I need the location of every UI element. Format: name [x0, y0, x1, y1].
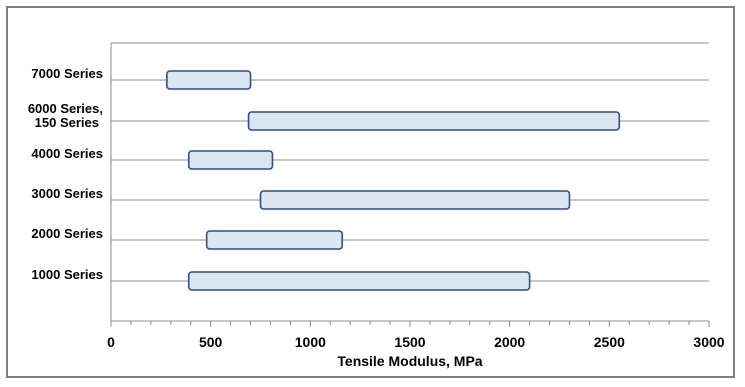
category-label: 6000 Series, 150 Series: [28, 101, 103, 130]
category-label: 7000 Series: [31, 66, 103, 81]
category-label: 1000 Series: [31, 267, 103, 282]
range-bar: [187, 150, 274, 170]
range-bar: [205, 230, 344, 250]
range-bar: [259, 190, 571, 210]
x-axis-title: Tensile Modulus, MPa: [337, 353, 482, 369]
x-tick-label: 2500: [594, 334, 625, 350]
x-axis: 0 500 1000 1500 2000 2500 3000: [107, 43, 725, 350]
category-label: 3000 Series: [31, 186, 103, 201]
x-tick-label: 1500: [394, 334, 425, 350]
range-bar: [166, 70, 252, 90]
range-bar: [247, 111, 621, 131]
x-tick-label: 2000: [494, 334, 525, 350]
range-bar: [187, 271, 531, 291]
x-tick-label: 0: [107, 334, 115, 350]
category-label: 4000 Series: [31, 146, 103, 161]
category-labels: 7000 Series 6000 Series, 150 Series 4000 Se…: [28, 66, 103, 282]
x-tick-label: 3000: [693, 334, 724, 350]
x-tick-label: 500: [199, 334, 223, 350]
range-bars: [166, 70, 621, 291]
category-label: 2000 Series: [31, 226, 103, 241]
x-tick-label: 1000: [295, 334, 326, 350]
